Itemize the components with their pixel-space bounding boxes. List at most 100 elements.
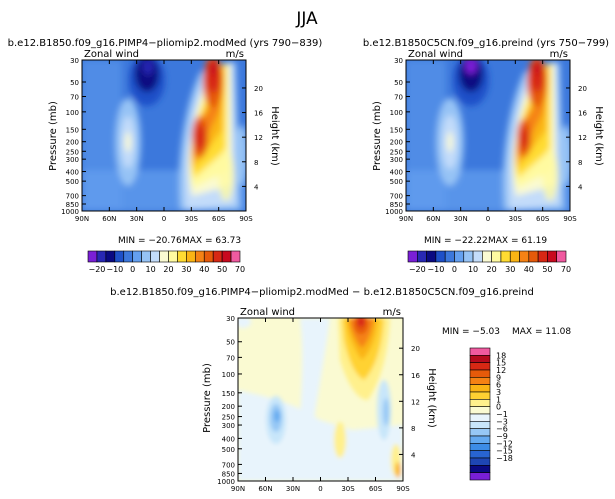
colorbar-label: −15 xyxy=(496,447,513,456)
colorbar-swatch xyxy=(469,413,491,422)
colorbar-label: 0 xyxy=(130,265,135,274)
y-tick-label: 850 xyxy=(390,201,403,209)
x-tick-label: 30N xyxy=(130,215,144,223)
colorbar-swatch xyxy=(132,250,142,263)
colorbar-swatch xyxy=(469,369,491,378)
y-tick-label: 30 xyxy=(226,315,235,323)
panel-2-units: m/s xyxy=(550,49,568,60)
panel-2-var-label: Zonal wind xyxy=(408,49,463,60)
colorbar-swatch xyxy=(212,250,223,263)
colorbar-label: 10 xyxy=(468,265,478,274)
colorbar-swatch xyxy=(168,250,178,263)
panel-3-ylabel: Pressure (mb) xyxy=(202,363,213,433)
x-tick-label: 90N xyxy=(75,215,89,223)
panel-1-units: m/s xyxy=(226,49,244,60)
colorbar-label: 50 xyxy=(542,265,552,274)
panel-3-units: m/s xyxy=(383,307,401,318)
panel-1-title: b.e12.B1850.f09_g16.PIMP4−pliomip2.modMe… xyxy=(8,38,323,49)
colorbar-swatch xyxy=(469,421,491,429)
colorbar-swatch xyxy=(469,465,491,473)
x-tick-label: 30S xyxy=(341,485,355,493)
panel-2-axes: 90N 60N 30N 0 30S 60S 90S 30 50 70 100 150 200250300… xyxy=(385,57,587,223)
y-tick-label: 850 xyxy=(66,201,79,209)
y-tick-label: 100 xyxy=(66,109,79,117)
y-tick-label: 700 xyxy=(390,193,403,201)
y-tick-label: 200 xyxy=(222,403,235,411)
colorbar-label: 6 xyxy=(496,381,501,390)
colorbar-label: −20 xyxy=(409,265,426,274)
colorbar-label: 50 xyxy=(217,265,227,274)
panel-1-colorbar: −20 −10 0 10 20 30 40 50 70 xyxy=(87,250,245,274)
colorbar-label: 1 xyxy=(496,395,501,404)
panel-3-axes: 90N 60N 30N 0 30S 60S 90S 30 50 70 100 150 200 250300… xyxy=(217,315,420,493)
y-tick-label: 100 xyxy=(222,371,235,379)
y2-tick-label: 8 xyxy=(254,159,258,167)
y2-tick-label: 20 xyxy=(254,85,263,93)
panel-2-y2label: Height (km) xyxy=(593,106,604,166)
colorbar-swatch xyxy=(469,362,491,371)
colorbar-label: 70 xyxy=(235,265,245,274)
panel-3: b.e12.B1850.f09_g16.PIMP4−pliomip2.modMe… xyxy=(110,287,571,493)
y-tick-label: 250 xyxy=(390,148,403,156)
x-tick-label: 60N xyxy=(426,215,440,223)
colorbar-label: 20 xyxy=(487,265,497,274)
colorbar-label: 18 xyxy=(496,351,506,360)
y2-tick-label: 4 xyxy=(411,451,416,459)
colorbar-label: 0 xyxy=(496,403,501,412)
y-tick-label: 1000 xyxy=(385,208,403,216)
figure-title: JJA xyxy=(295,9,318,29)
colorbar-swatch xyxy=(194,250,205,263)
y-tick-label: 30 xyxy=(394,57,403,65)
colorbar-swatch xyxy=(469,450,491,459)
colorbar-swatch xyxy=(491,250,502,263)
x-tick-label: 90N xyxy=(399,215,413,223)
colorbar-swatch xyxy=(114,250,125,263)
x-tick-label: 60N xyxy=(258,485,272,493)
y-tick-label: 250 xyxy=(222,414,235,422)
y-tick-label: 50 xyxy=(394,79,403,87)
colorbar-label: −1 xyxy=(496,410,508,419)
y-tick-label: 300 xyxy=(222,422,235,430)
panel-3-field xyxy=(238,318,403,481)
x-tick-label: 0 xyxy=(318,485,322,493)
colorbar-swatch xyxy=(463,250,474,263)
panel-1: b.e12.B1850.f09_g16.PIMP4−pliomip2.modMe… xyxy=(8,38,323,274)
colorbar-swatch xyxy=(141,250,151,263)
panel-1-var-label: Zonal wind xyxy=(84,49,139,60)
y2-tick-label: 20 xyxy=(411,345,420,353)
y-tick-label: 400 xyxy=(390,169,403,177)
x-tick-label: 0 xyxy=(162,215,166,223)
colorbar-swatch xyxy=(96,250,107,263)
colorbar-label: 30 xyxy=(505,265,515,274)
colorbar-swatch xyxy=(416,250,427,263)
colorbar-swatch xyxy=(469,428,491,437)
colorbar-swatch xyxy=(469,435,491,444)
y-tick-label: 70 xyxy=(394,93,403,101)
x-tick-label: 60S xyxy=(212,215,226,223)
y-tick-label: 30 xyxy=(70,57,79,65)
y2-tick-label: 4 xyxy=(578,183,583,191)
colorbar-swatch xyxy=(407,250,418,263)
colorbar-swatch xyxy=(469,391,491,400)
y-tick-label: 400 xyxy=(222,435,235,443)
colorbar-label: −6 xyxy=(496,425,508,434)
panel-1-ylabel: Pressure (mb) xyxy=(48,101,59,171)
colorbar-label: −18 xyxy=(496,454,513,463)
colorbar-label: 40 xyxy=(524,265,534,274)
colorbar-label: −10 xyxy=(427,265,444,274)
panel-1-y2label: Height (km) xyxy=(269,106,280,166)
x-tick-label: 30S xyxy=(509,215,523,223)
y-tick-label: 250 xyxy=(66,148,79,156)
colorbar-swatch xyxy=(469,472,491,481)
colorbar-label: 20 xyxy=(163,265,173,274)
y2-tick-label: 8 xyxy=(411,425,415,433)
colorbar-label: −9 xyxy=(496,432,508,441)
y-tick-label: 400 xyxy=(66,169,79,177)
y2-tick-label: 12 xyxy=(411,398,420,406)
colorbar-swatch xyxy=(159,250,169,263)
y-tick-label: 1000 xyxy=(217,478,235,486)
panel-2-field xyxy=(406,60,570,211)
colorbar-swatch xyxy=(469,443,491,451)
colorbar-label: −3 xyxy=(496,417,508,426)
